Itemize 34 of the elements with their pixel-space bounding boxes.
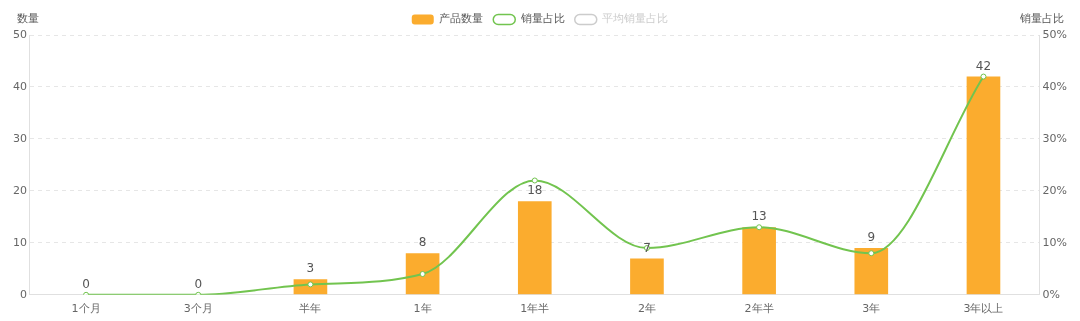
legend-label: 产品数量 bbox=[439, 12, 484, 26]
data-label: 13 bbox=[751, 209, 767, 224]
x-tick-label: 2年半 bbox=[744, 302, 774, 316]
y2-axis-title: 销量占比 bbox=[1018, 12, 1064, 26]
y-tick-label: 30 bbox=[13, 131, 27, 145]
data-label: 7 bbox=[643, 240, 651, 255]
x-tick-label: 1年 bbox=[413, 302, 432, 316]
data-label: 8 bbox=[418, 235, 427, 250]
y-tick-label: 50 bbox=[13, 27, 27, 41]
data-label: 3 bbox=[306, 261, 315, 276]
y2-tick-label: 40% bbox=[1042, 79, 1067, 93]
x-tick-label: 3年以上 bbox=[963, 302, 1004, 316]
y-tick-label: 10 bbox=[13, 235, 27, 249]
data-label: 9 bbox=[867, 230, 876, 245]
y2-tick-label: 50% bbox=[1042, 27, 1067, 41]
data-label: 0 bbox=[194, 276, 203, 291]
y2-tick-label: 10% bbox=[1042, 235, 1067, 249]
data-label: 42 bbox=[975, 58, 992, 73]
y-axis-title: 数量 bbox=[17, 12, 39, 26]
x-tick-label: 半年 bbox=[299, 302, 322, 316]
legend-label: 销量占比 bbox=[519, 12, 565, 26]
x-tick-label: 3个月 bbox=[183, 302, 213, 316]
y2-tick-label: 30% bbox=[1042, 131, 1067, 145]
x-tick-label: 1个月 bbox=[71, 302, 101, 316]
y2-tick-label: 20% bbox=[1042, 183, 1067, 197]
y2-tick-label: 0% bbox=[1042, 287, 1060, 301]
y-tick-label: 20 bbox=[13, 183, 27, 197]
data-label: 18 bbox=[527, 183, 543, 198]
x-tick-label: 1年半 bbox=[520, 302, 550, 316]
y-tick-label: 0 bbox=[20, 287, 27, 301]
data-label: 0 bbox=[82, 276, 90, 291]
x-tick-label: 3年 bbox=[862, 302, 881, 316]
x-tick-label: 2年 bbox=[637, 302, 656, 316]
y-tick-label: 40 bbox=[13, 79, 27, 93]
